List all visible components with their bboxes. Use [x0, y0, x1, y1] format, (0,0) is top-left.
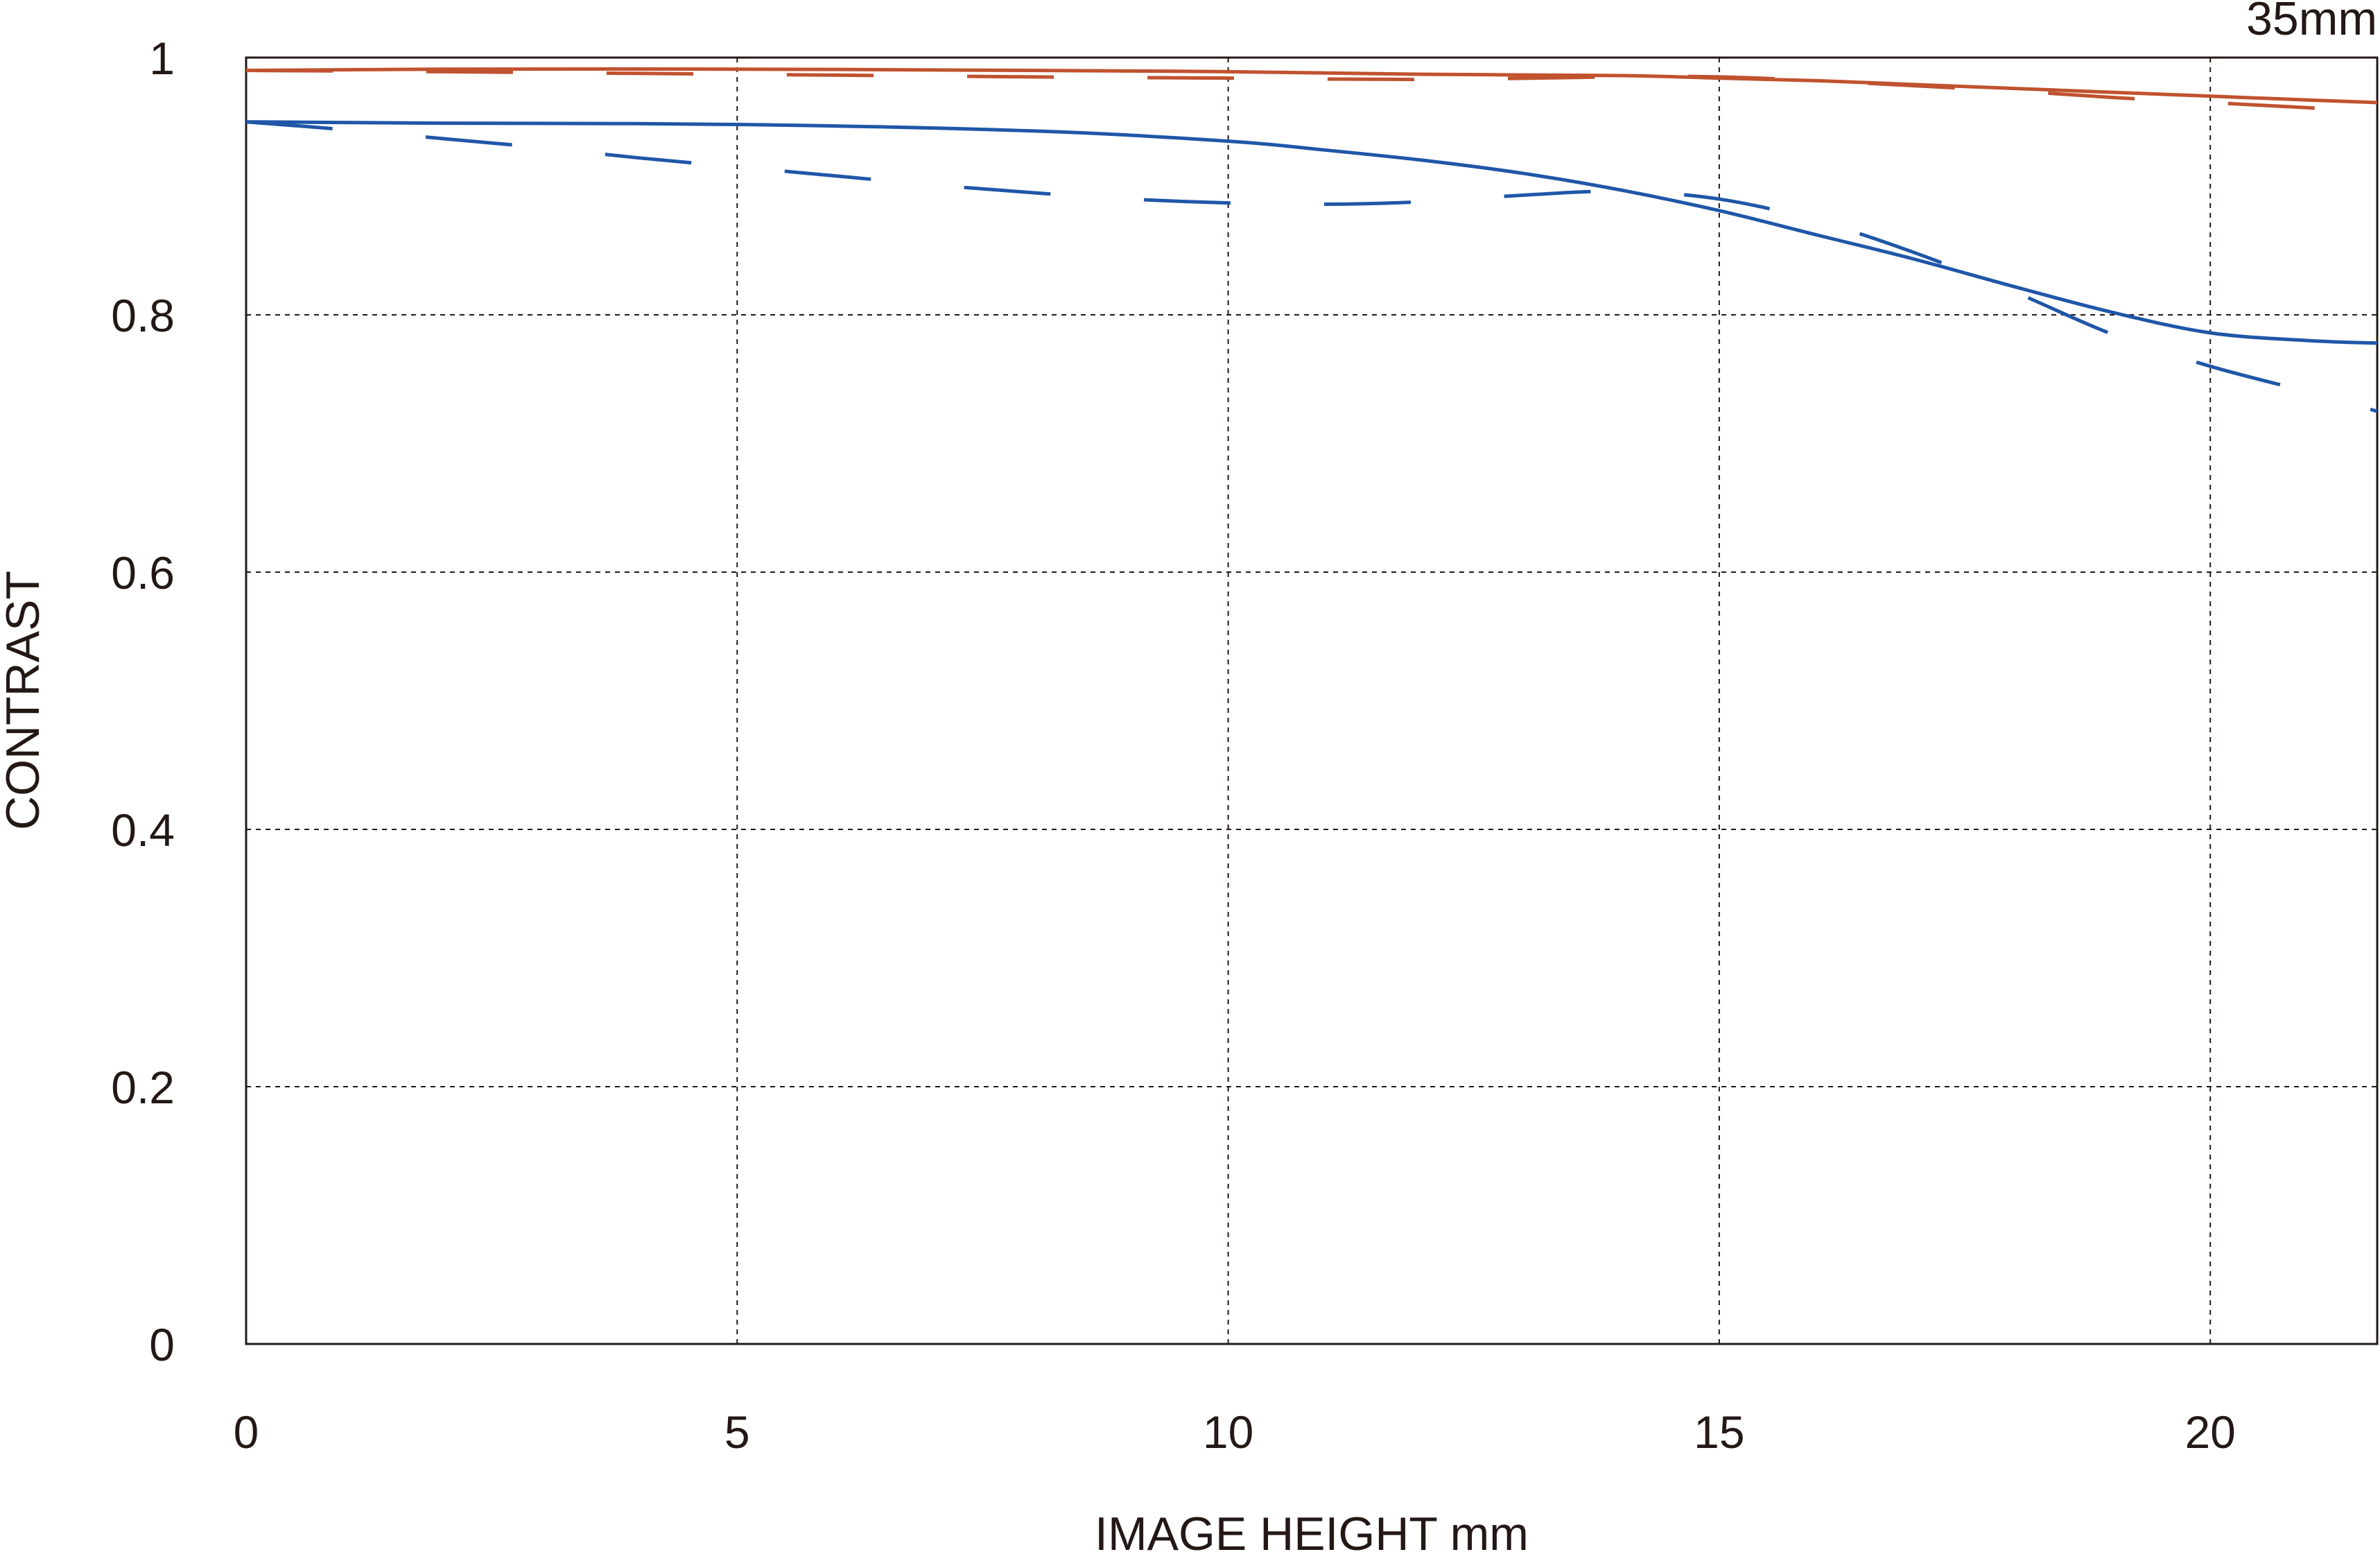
plot-frame	[245, 56, 2379, 1345]
series-4-dashed-line	[245, 120, 2378, 413]
y-tick-label: 0.2	[111, 1062, 175, 1113]
y-tick-label: 1	[149, 33, 175, 84]
y-tick-label: 0	[149, 1319, 175, 1370]
y-tick-labels: 0 0.2 0.4 0.6 0.8 1	[111, 33, 175, 1370]
x-tick-label: 5	[724, 1406, 750, 1458]
x-axis-label: IMAGE HEIGHT mm	[1095, 1508, 1529, 1552]
grid	[246, 58, 2377, 1344]
x-tick-label: 0	[234, 1406, 259, 1458]
x-tick-label: 20	[2184, 1406, 2235, 1458]
x-tick-label: 15	[1694, 1406, 1744, 1458]
y-axis-label: CONTRAST	[0, 571, 49, 830]
series-2-dashed-line	[245, 69, 2378, 114]
y-tick-label: 0.8	[111, 290, 175, 341]
series-1-solid-line	[245, 67, 2378, 105]
focal-length-annotation: 35mm	[2246, 0, 2377, 45]
series-lines	[245, 67, 2378, 413]
y-tick-label: 0.4	[111, 804, 175, 856]
x-tick-labels: 0 5 10 15 20	[234, 1406, 2236, 1458]
series-3-solid-line	[245, 120, 2378, 345]
y-tick-label: 0.6	[111, 547, 175, 598]
x-tick-label: 10	[1203, 1406, 1253, 1458]
